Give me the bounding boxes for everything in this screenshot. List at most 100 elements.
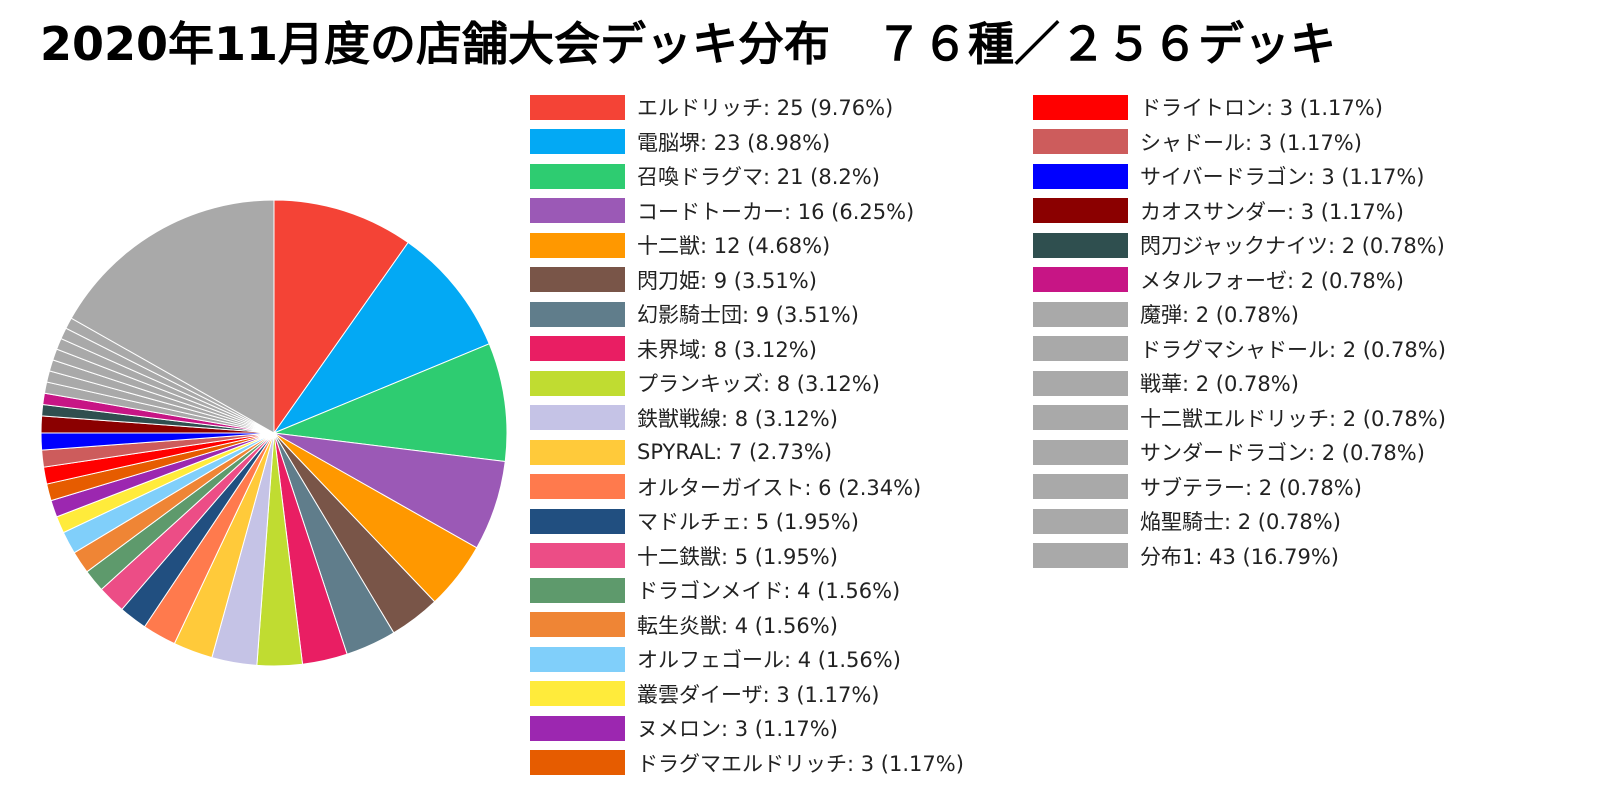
legend-label: サブテラー: 2 (0.78%)	[1140, 475, 1362, 500]
legend-swatch	[530, 646, 625, 672]
legend-label: プランキッズ: 8 (3.12%)	[637, 372, 880, 397]
legend-label: マドルチェ: 5 (1.95%)	[637, 510, 859, 535]
legend-item-17: 叢雲ダイーザ: 3 (1.17%)	[530, 677, 964, 712]
legend-label: 戦華: 2 (0.78%)	[1140, 372, 1299, 397]
legend-item-28: 戦華: 2 (0.78%)	[1033, 366, 1446, 401]
legend-item-4: 十二獣: 12 (4.68%)	[530, 228, 964, 263]
legend-item-23: カオスサンダー: 3 (1.17%)	[1033, 194, 1446, 229]
legend-swatch	[530, 543, 625, 569]
legend-swatch	[1033, 336, 1128, 362]
legend-label: 転生炎獣: 4 (1.56%)	[637, 613, 838, 638]
legend-label: SPYRAL: 7 (2.73%)	[637, 440, 833, 465]
legend-swatch	[530, 474, 625, 500]
legend-item-24: 閃刀ジャックナイツ: 2 (0.78%)	[1033, 228, 1446, 263]
legend-swatch	[530, 439, 625, 465]
legend-label: 十二獣: 12 (4.68%)	[637, 234, 831, 259]
legend-swatch	[1033, 301, 1128, 327]
legend-item-27: ドラグマシャドール: 2 (0.78%)	[1033, 332, 1446, 367]
pie-slice-0	[273, 199, 409, 435]
legend-item-18: ヌメロン: 3 (1.17%)	[530, 711, 964, 746]
legend-swatch	[530, 715, 625, 741]
legend-swatch	[530, 577, 625, 603]
legend-swatch	[530, 508, 625, 534]
legend-swatch	[1033, 198, 1128, 224]
legend-item-14: ドラゴンメイド: 4 (1.56%)	[530, 573, 964, 608]
legend-label: シャドール: 3 (1.17%)	[1140, 130, 1362, 155]
legend-item-30: サンダードラゴン: 2 (0.78%)	[1033, 435, 1446, 470]
legend-swatch	[1033, 129, 1128, 155]
legend-label: 分布1: 43 (16.79%)	[1140, 544, 1339, 569]
legend-label: ドラグマエルドリッチ: 3 (1.17%)	[637, 751, 964, 776]
legend-item-16: オルフェゴール: 4 (1.56%)	[530, 642, 964, 677]
legend-swatch	[1033, 232, 1128, 258]
legend-item-25: メタルフォーゼ: 2 (0.78%)	[1033, 263, 1446, 298]
legend-item-21: シャドール: 3 (1.17%)	[1033, 125, 1446, 160]
legend-swatch	[530, 163, 625, 189]
legend-item-2: 召喚ドラグマ: 21 (8.2%)	[530, 159, 964, 194]
pie-slice-1	[272, 241, 490, 435]
legend-item-1: 電脳堺: 23 (8.98%)	[530, 125, 964, 160]
legend-item-19: ドラグマエルドリッチ: 3 (1.17%)	[530, 746, 964, 781]
legend-label: ドラゴンメイド: 4 (1.56%)	[637, 579, 901, 604]
legend-item-26: 魔弾: 2 (0.78%)	[1033, 297, 1446, 332]
legend-swatch	[530, 336, 625, 362]
legend-label: 叢雲ダイーザ: 3 (1.17%)	[637, 682, 880, 707]
legend-swatch	[1033, 405, 1128, 431]
legend-swatch	[530, 370, 625, 396]
legend-swatch	[530, 267, 625, 293]
legend-swatch	[1033, 163, 1128, 189]
legend-item-20: ドライトロン: 3 (1.17%)	[1033, 90, 1446, 125]
legend-swatch	[1033, 267, 1128, 293]
legend-swatch	[1033, 439, 1128, 465]
legend-item-29: 十二獣エルドリッチ: 2 (0.78%)	[1033, 401, 1446, 436]
legend-label: オルターガイスト: 6 (2.34%)	[637, 475, 922, 500]
legend-item-22: サイバードラゴン: 3 (1.17%)	[1033, 159, 1446, 194]
legend-swatch	[530, 198, 625, 224]
legend-item-3: コードトーカー: 16 (6.25%)	[530, 194, 964, 229]
legend-item-31: サブテラー: 2 (0.78%)	[1033, 470, 1446, 505]
legend-label: 魔弾: 2 (0.78%)	[1140, 303, 1299, 328]
legend-swatch	[530, 232, 625, 258]
legend-label: 十二獣エルドリッチ: 2 (0.78%)	[1140, 406, 1446, 431]
legend-item-6: 幻影騎士団: 9 (3.51%)	[530, 297, 964, 332]
legend-swatch	[1033, 508, 1128, 534]
legend-swatch	[530, 405, 625, 431]
legend-label: 閃刀ジャックナイツ: 2 (0.78%)	[1140, 234, 1445, 259]
legend-swatch	[530, 612, 625, 638]
legend-label: 電脳堺: 23 (8.98%)	[637, 130, 831, 155]
pie-slice-33	[70, 199, 275, 434]
legend-item-9: 鉄獣戦線: 8 (3.12%)	[530, 401, 964, 436]
legend-swatch	[1033, 370, 1128, 396]
legend-swatch	[530, 750, 625, 776]
legend-swatch	[530, 94, 625, 120]
legend-label: サンダードラゴン: 2 (0.78%)	[1140, 441, 1425, 466]
legend-item-12: マドルチェ: 5 (1.95%)	[530, 504, 964, 539]
legend-label: メタルフォーゼ: 2 (0.78%)	[1140, 268, 1404, 293]
legend-label: ドラグマシャドール: 2 (0.78%)	[1140, 337, 1446, 362]
chart-title: 2020年11月度の店舗大会デッキ分布 ７６種／２５６デッキ	[40, 17, 1337, 71]
legend-label: コードトーカー: 16 (6.25%)	[637, 199, 915, 224]
legend-item-11: オルターガイスト: 6 (2.34%)	[530, 470, 964, 505]
legend-label: 閃刀姫: 9 (3.51%)	[637, 268, 817, 293]
legend-label: 幻影騎士団: 9 (3.51%)	[637, 303, 859, 328]
legend-swatch	[530, 681, 625, 707]
legend-item-10: SPYRAL: 7 (2.73%)	[530, 435, 964, 470]
legend-item-8: プランキッズ: 8 (3.12%)	[530, 366, 964, 401]
legend-item-5: 閃刀姫: 9 (3.51%)	[530, 263, 964, 298]
legend-label: 焔聖騎士: 2 (0.78%)	[1140, 510, 1341, 535]
pie-slice-2	[272, 343, 508, 463]
legend-item-7: 未界域: 8 (3.12%)	[530, 332, 964, 367]
legend-swatch	[530, 301, 625, 327]
legend-swatch	[1033, 543, 1128, 569]
pie-chart	[40, 199, 508, 667]
legend-label: サイバードラゴン: 3 (1.17%)	[1140, 165, 1425, 190]
legend-label: エルドリッチ: 25 (9.76%)	[637, 96, 894, 121]
legend-label: オルフェゴール: 4 (1.56%)	[637, 648, 901, 673]
legend-label: 未界域: 8 (3.12%)	[637, 337, 817, 362]
legend-item-13: 十二鉄獣: 5 (1.95%)	[530, 539, 964, 574]
legend-label: 召喚ドラグマ: 21 (8.2%)	[637, 165, 880, 190]
legend-item-32: 焔聖騎士: 2 (0.78%)	[1033, 504, 1446, 539]
legend-swatch	[1033, 94, 1128, 120]
legend-label: 十二鉄獣: 5 (1.95%)	[637, 544, 838, 569]
legend-label: ヌメロン: 3 (1.17%)	[637, 717, 838, 742]
